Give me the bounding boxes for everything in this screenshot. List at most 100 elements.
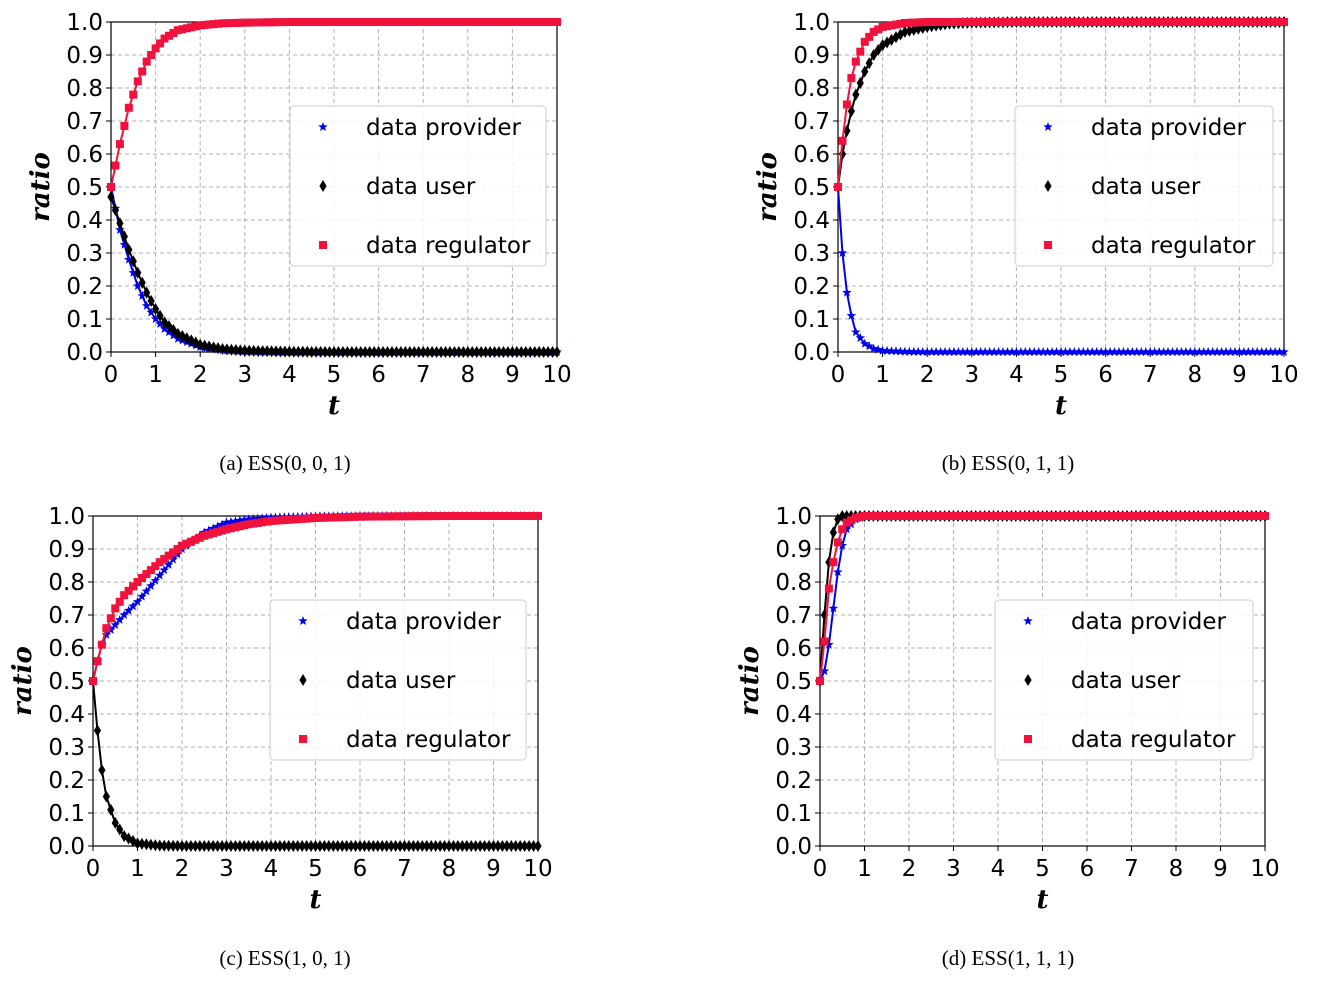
data-point: [1265, 347, 1276, 357]
data-point: [1087, 347, 1097, 357]
y-tick-label: 0.5: [793, 175, 830, 201]
x-axis-label: t: [1055, 391, 1067, 421]
y-tick-label: 0.8: [793, 76, 830, 102]
data-point: [222, 19, 231, 28]
data-point: [869, 512, 878, 520]
data-point: [263, 18, 272, 27]
data-point: [200, 20, 209, 29]
data-point: [1065, 347, 1075, 357]
data-point: [482, 346, 490, 358]
data-point: [954, 18, 963, 26]
data-point: [93, 724, 102, 737]
data-point: [93, 657, 102, 666]
data-point: [1109, 347, 1120, 357]
data-point: [851, 327, 861, 337]
data-point: [418, 840, 426, 852]
data-point: [240, 840, 248, 852]
data-point: [272, 345, 280, 358]
data-point: [1159, 18, 1168, 26]
data-point: [115, 140, 124, 149]
data-point: [134, 266, 142, 279]
data-point: [200, 840, 208, 852]
data-point: [160, 34, 169, 43]
x-tick-label: 9: [505, 362, 520, 388]
data-point: [432, 840, 440, 852]
y-axis-label: ratio: [753, 152, 783, 222]
x-tick-label: 7: [416, 362, 431, 388]
data-point: [374, 18, 383, 26]
data-point: [1158, 347, 1169, 357]
data-point: [1198, 347, 1209, 357]
data-point: [940, 347, 950, 357]
data-point: [1194, 512, 1203, 520]
data-point: [128, 267, 139, 277]
y-tick-label: 0.7: [775, 603, 812, 629]
data-point: [882, 512, 891, 520]
data-point: [900, 346, 910, 356]
data-point: [392, 18, 401, 26]
data-point: [1261, 512, 1269, 520]
data-point: [440, 512, 449, 521]
data-point: [365, 840, 373, 852]
data-point: [1154, 347, 1164, 357]
data-point: [223, 343, 231, 356]
y-tick-label: 0.4: [775, 702, 812, 728]
data-point: [1057, 18, 1065, 26]
data-point: [289, 18, 298, 26]
data-point: [516, 512, 525, 520]
y-tick-label: 0.8: [48, 570, 85, 596]
legend: data provider data user data regulator: [994, 599, 1254, 761]
data-point: [521, 840, 529, 852]
data-point: [1074, 18, 1083, 26]
data-point: [186, 537, 195, 546]
data-point: [1280, 18, 1288, 26]
data-point: [1078, 347, 1089, 357]
data-point: [374, 840, 382, 852]
data-point: [918, 18, 927, 27]
data-point: [1056, 347, 1066, 357]
data-point: [1189, 512, 1198, 520]
x-tick-label: 4: [991, 856, 1006, 882]
data-point: [905, 512, 913, 520]
data-point: [1190, 347, 1200, 357]
legend-label: data regulator: [366, 233, 531, 259]
legend-label: data regulator: [346, 727, 511, 753]
subfigure-caption: (a) ESS(0, 0, 1): [219, 451, 350, 475]
data-point: [870, 49, 878, 61]
data-point: [285, 840, 293, 852]
x-tick-label: 10: [523, 856, 552, 882]
data-point: [383, 346, 392, 358]
data-point: [244, 520, 253, 529]
data-point: [298, 514, 307, 523]
data-point: [877, 345, 888, 355]
data-point: [101, 629, 112, 639]
data-point: [125, 243, 133, 256]
data-point: [182, 24, 191, 33]
data-point: [824, 584, 833, 593]
data-point: [155, 558, 164, 567]
legend-marker: [319, 241, 327, 249]
data-point: [1078, 512, 1087, 520]
data-point: [935, 347, 946, 357]
y-tick-label: 0.1: [66, 307, 103, 333]
x-tick-label: 6: [353, 856, 368, 882]
data-point: [896, 19, 905, 28]
data-point: [502, 512, 511, 520]
data-point: [1145, 512, 1154, 520]
data-point: [401, 18, 410, 26]
data-point: [1181, 347, 1191, 357]
data-point: [418, 512, 427, 521]
legend-box: [1014, 105, 1274, 267]
data-point: [441, 346, 450, 358]
data-point: [499, 346, 508, 358]
data-point: [989, 512, 998, 520]
legend-marker: [299, 735, 307, 743]
data-point: [1060, 347, 1071, 357]
data-point: [1248, 347, 1258, 357]
data-point: [159, 323, 170, 333]
data-point: [1114, 18, 1123, 26]
data-point: [468, 18, 477, 26]
series-data-user: [107, 190, 561, 358]
y-tick-label: 0.8: [775, 570, 812, 596]
data-point: [116, 823, 124, 836]
